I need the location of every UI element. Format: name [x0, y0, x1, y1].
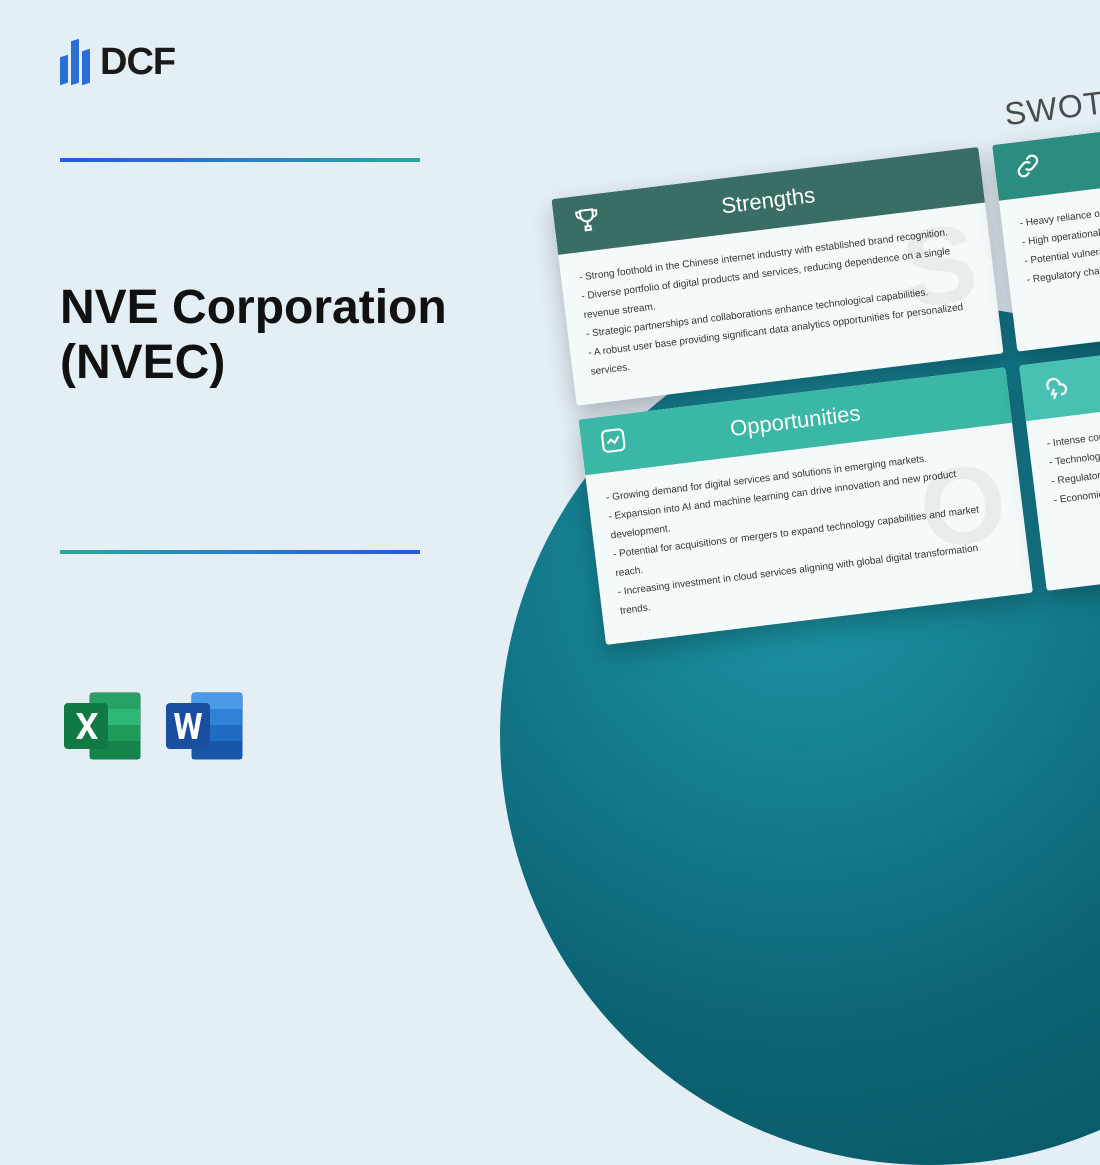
logo-text: DCF	[100, 41, 175, 84]
divider-top	[60, 158, 420, 162]
strengths-label: Strengths	[720, 182, 817, 219]
storm-icon	[1038, 370, 1072, 409]
link-icon	[1011, 149, 1045, 188]
chart-up-icon	[598, 425, 630, 462]
page-title: NVE Corporation (NVEC)	[60, 280, 540, 390]
excel-icon	[60, 687, 144, 765]
company-title: NVE Corporation (NVEC)	[60, 280, 540, 390]
opportunities-label: Opportunities	[729, 400, 862, 442]
divider-bottom	[60, 550, 420, 554]
swot-card-weaknesses: Heavy reliance on the domestic High oper…	[992, 109, 1100, 352]
dcf-logo: DCF	[60, 40, 175, 84]
trophy-icon	[570, 203, 604, 242]
swot-card-strengths: Strengths Strong foothold in the Chinese…	[551, 147, 1003, 406]
app-icons-row	[60, 687, 246, 765]
word-icon	[162, 687, 246, 765]
swot-card-threats: Intense competition Technological disrup…	[1019, 329, 1100, 591]
swot-analysis-graphic: SWOT ANALYSIS Strengths Strong foothold …	[546, 60, 1100, 645]
logo-bars-icon	[60, 40, 90, 84]
